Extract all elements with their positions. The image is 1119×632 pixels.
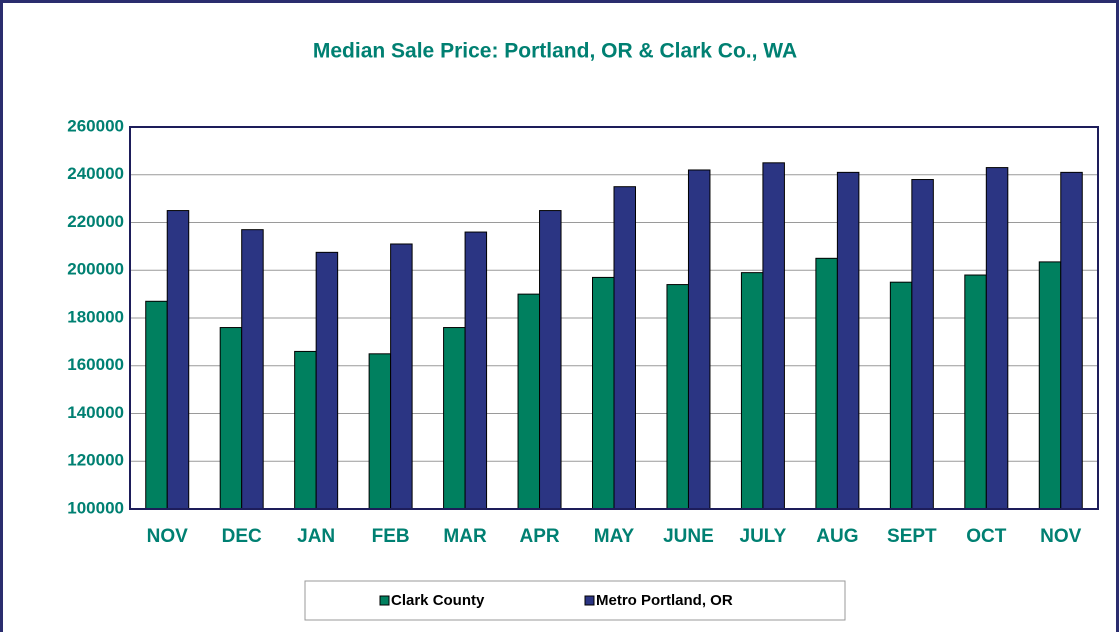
x-tick-label: AUG — [816, 526, 858, 547]
bar — [145, 300, 168, 510]
legend-label: Metro Portland, OR — [596, 592, 733, 609]
bar — [539, 210, 562, 510]
x-tick-label: MAY — [594, 526, 635, 547]
x-tick-label: NOV — [1040, 526, 1082, 547]
bar — [889, 281, 913, 510]
legend-swatch — [584, 595, 595, 606]
x-tick-label: JUNE — [663, 526, 714, 547]
bar — [390, 243, 413, 510]
bar — [836, 171, 860, 510]
bar — [592, 276, 615, 510]
y-tick-label: 120000 — [67, 451, 124, 470]
bar — [815, 257, 838, 510]
x-tick-label: DEC — [222, 526, 262, 547]
bar — [762, 162, 785, 510]
bar — [219, 327, 243, 510]
bar — [740, 272, 764, 510]
bar — [517, 293, 541, 510]
plot-border — [129, 126, 1099, 510]
y-tick-label: 180000 — [67, 307, 124, 326]
bar — [911, 179, 934, 510]
legend-label: Clark County — [391, 592, 485, 609]
y-tick-label: 260000 — [67, 116, 124, 135]
x-tick-label: FEB — [372, 526, 410, 547]
legend-box — [304, 580, 846, 621]
x-tick-label: OCT — [966, 526, 1007, 547]
x-tick-label: MAR — [443, 526, 487, 547]
x-tick-label: APR — [519, 526, 559, 547]
bar — [666, 284, 689, 510]
bar — [985, 167, 1009, 510]
y-tick-label: 240000 — [67, 164, 124, 183]
bar — [315, 251, 339, 510]
y-tick-label: 200000 — [67, 260, 124, 279]
bar — [613, 186, 636, 510]
bar — [443, 327, 466, 510]
bar — [687, 169, 711, 510]
bar — [241, 229, 264, 510]
x-tick-label: NOV — [147, 526, 189, 547]
x-tick-label: SEPT — [887, 526, 937, 547]
bar — [464, 231, 488, 510]
x-tick-label: JULY — [740, 526, 787, 547]
bar — [166, 210, 190, 510]
bar — [294, 350, 317, 510]
bar — [1060, 171, 1083, 510]
bar — [1038, 261, 1062, 510]
y-tick-label: 140000 — [67, 403, 124, 422]
y-tick-label: 220000 — [67, 212, 124, 231]
chart-title: Median Sale Price: Portland, OR & Clark … — [313, 40, 797, 63]
bar — [368, 353, 392, 510]
y-tick-label: 100000 — [67, 498, 124, 517]
x-tick-label: JAN — [297, 526, 335, 547]
legend-swatch — [379, 595, 390, 606]
y-tick-label: 160000 — [67, 355, 124, 374]
bar — [964, 274, 987, 510]
